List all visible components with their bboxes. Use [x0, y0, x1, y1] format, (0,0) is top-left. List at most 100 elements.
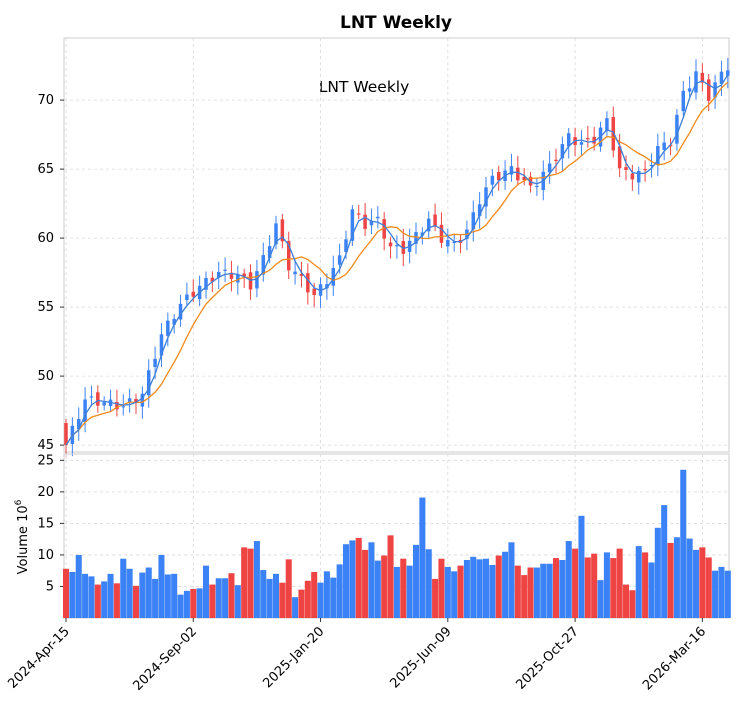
volume-bar	[438, 558, 445, 618]
candle-body	[312, 288, 316, 296]
candle-body	[356, 213, 361, 215]
volume-tick-label: 20	[37, 485, 54, 500]
volume-bar	[533, 567, 540, 618]
volume-bar	[374, 560, 381, 618]
candle-body	[261, 255, 266, 275]
price-tick-label: 55	[37, 300, 54, 315]
candle-body	[178, 303, 183, 320]
volume-bar	[317, 582, 324, 618]
candle-body	[560, 144, 565, 159]
candle-body	[388, 242, 393, 247]
volume-bar	[400, 558, 407, 618]
volume-tick-label: 5	[46, 579, 54, 594]
candle-body	[382, 219, 386, 239]
candle-body	[127, 398, 132, 403]
volume-bar	[101, 581, 108, 618]
volume-bar	[578, 515, 585, 618]
candle-body	[656, 145, 660, 165]
candle-body	[649, 164, 654, 167]
volume-bar	[202, 565, 210, 618]
candle-body	[153, 358, 157, 367]
volume-bar	[228, 573, 235, 618]
volume-bar	[419, 497, 426, 618]
volume-bar	[393, 566, 400, 618]
volume-bar	[330, 577, 337, 618]
volume-bar	[139, 572, 146, 618]
volume-bar	[183, 590, 190, 618]
volume-bar	[463, 559, 470, 618]
volume-bar	[260, 570, 267, 618]
candle-body	[496, 172, 501, 181]
volume-bar	[425, 549, 432, 618]
volume-bar	[508, 542, 515, 618]
ma-long-line	[65, 81, 729, 446]
volume-bar	[120, 558, 127, 618]
volume-bar	[234, 585, 241, 618]
volume-bar	[661, 505, 668, 618]
volume-bar	[527, 567, 534, 618]
volume-bar	[145, 567, 152, 618]
candle-body	[159, 334, 164, 356]
volume-bar	[355, 537, 362, 618]
candle-body	[210, 277, 215, 282]
volume-bar	[62, 568, 70, 618]
candle-body	[516, 167, 520, 181]
candle-body	[566, 133, 571, 147]
candle-body	[376, 216, 380, 219]
candle-body	[286, 241, 291, 271]
volume-bar	[552, 558, 560, 618]
volume-axis-label: Volume 106	[14, 499, 31, 574]
candle-body	[325, 284, 329, 289]
price-tick-label: 70	[37, 93, 54, 108]
volume-bar	[489, 565, 496, 618]
volume-bar	[457, 565, 464, 618]
candle-body	[216, 271, 221, 278]
candle-body	[630, 173, 635, 180]
candle-body	[140, 393, 145, 407]
volume-bar	[342, 544, 350, 618]
volume-bar	[559, 559, 566, 618]
volume-bar	[622, 584, 630, 618]
candle-body	[719, 71, 724, 84]
volume-bar	[336, 564, 343, 618]
candle-body	[64, 423, 68, 446]
volume-bar	[311, 571, 318, 618]
volume-bar	[272, 573, 280, 618]
volume-bar	[349, 540, 356, 618]
volume-bar	[705, 557, 712, 618]
candle-body	[76, 418, 81, 430]
candle-body	[687, 88, 692, 92]
candle-body	[331, 268, 336, 286]
candle-body	[166, 320, 170, 336]
candle-body	[477, 204, 482, 217]
candle-body	[293, 271, 297, 275]
candle-body	[509, 166, 514, 175]
volume-tick-label: 10	[37, 548, 54, 563]
volume-bar	[444, 566, 451, 618]
candle-body	[643, 168, 647, 171]
chart-title: LNT Weekly	[340, 13, 452, 33]
volume-bar	[565, 541, 572, 618]
x-tick-label: 2025-Oct-27	[513, 624, 581, 692]
volume-bar	[266, 578, 273, 618]
volume-tick-label: 25	[37, 453, 54, 468]
volume-bar	[88, 576, 95, 618]
price-plot-frame	[63, 37, 730, 453]
volume-bar	[190, 588, 197, 618]
volume-bar	[323, 571, 330, 618]
volume-bar	[126, 568, 133, 618]
x-tick-label: 2026-Mar-16	[640, 624, 709, 693]
candle-body	[280, 219, 285, 242]
candle-body	[471, 212, 476, 230]
volume-bar	[362, 549, 369, 618]
volume-bar	[432, 578, 439, 618]
candle-body	[426, 218, 431, 232]
volume-bar	[591, 553, 598, 618]
volume-bar	[629, 590, 636, 618]
candle-body	[579, 142, 584, 145]
candle-body	[96, 392, 100, 406]
volume-bar	[451, 571, 458, 618]
candle-body	[350, 209, 355, 241]
volume-bar	[680, 469, 687, 618]
